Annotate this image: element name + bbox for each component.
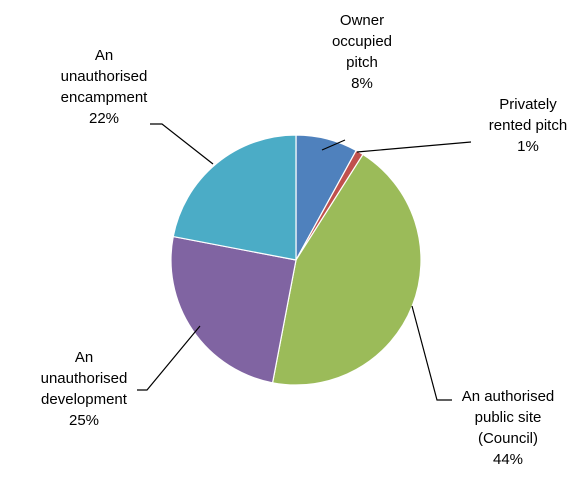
data-label-unauthorised-encampment: An unauthorised encampment 22% [61,47,149,127]
data-label-line: unauthorised [41,370,128,387]
data-label-value: 1% [517,138,539,155]
leader-line-owner-occupied-pitch [321,139,346,151]
data-label-line: An [75,349,93,366]
data-label-value: 25% [69,412,99,429]
pie-slices [170,134,422,386]
data-label-unauthorised-development: An unauthorised development 25% [41,349,128,429]
data-label-authorised-public-site: An authorised public site (Council) 44% [462,388,555,468]
data-label-line: encampment [61,89,149,106]
data-label-line: public site [475,409,542,426]
pie-slice-unauthorised-development [170,235,297,384]
data-label-value: 44% [493,451,523,468]
data-label-line: Owner [340,12,384,29]
data-label-line: Privately [499,96,557,113]
data-label-line: An [95,47,113,64]
data-labels: Owner occupied pitch 8% Privately rented pitc… [41,12,568,468]
data-label-line: occupied [332,33,392,50]
data-label-value: 22% [89,110,119,127]
pie-slice-unauthorised-encampment [172,134,297,261]
leader-line-unauthorised-development [137,325,201,391]
data-label-line: (Council) [478,430,538,447]
data-label-line: development [41,391,128,408]
leader-line-unauthorised-encampment [150,123,214,165]
leader-line-authorised-public-site [411,305,452,401]
data-label-line: rented pitch [489,117,567,134]
data-label-privately-rented-pitch: Privately rented pitch 1% [489,96,567,155]
data-label-owner-occupied-pitch: Owner occupied pitch 8% [332,12,392,92]
data-label-line: pitch [346,54,378,71]
leader-line-privately-rented-pitch [356,141,472,153]
data-label-value: 8% [351,75,373,92]
data-label-line: unauthorised [61,68,148,85]
data-label-line: An authorised [462,388,555,405]
leader-lines [137,123,472,401]
